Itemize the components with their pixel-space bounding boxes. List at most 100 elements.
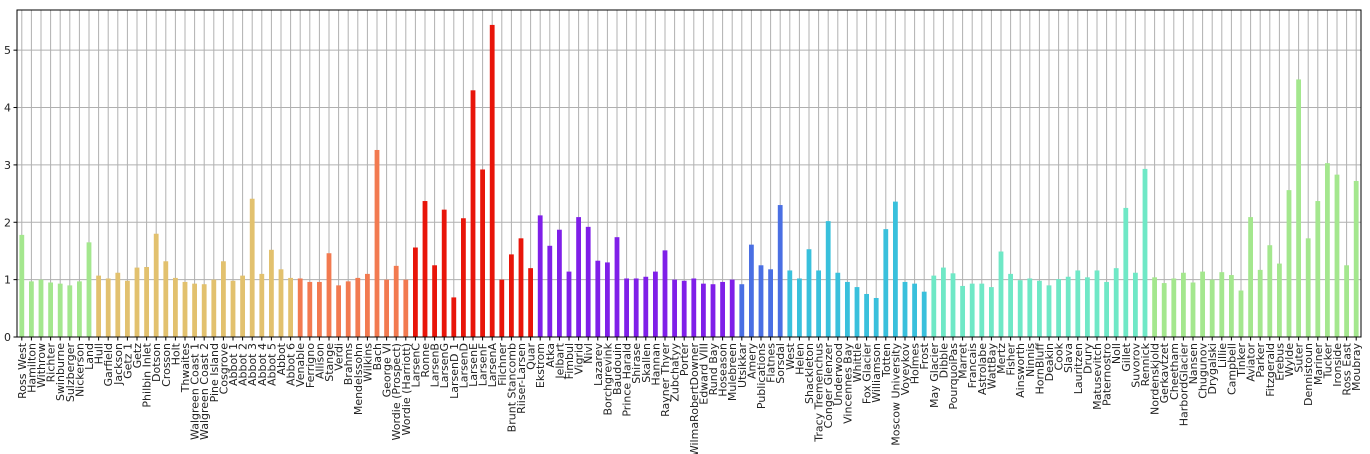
bar [1353, 180, 1359, 337]
x-tick-label: Cook [1053, 342, 1066, 370]
x-tick-label: Publications [755, 343, 768, 409]
bar [230, 280, 236, 337]
bar [806, 249, 812, 337]
x-tick-label: Getz 1 [121, 343, 134, 379]
bar [509, 254, 514, 337]
bar [125, 280, 130, 337]
bar [441, 209, 447, 337]
bar [614, 237, 620, 337]
bar [1315, 201, 1321, 337]
bar [1238, 290, 1244, 337]
x-tick-label: Nansen [1187, 343, 1200, 384]
x-tick-label: Mulebreen [726, 343, 739, 401]
bar [365, 273, 370, 337]
bar [633, 278, 639, 337]
x-tick-label: Astrolabe [976, 343, 989, 395]
bar [739, 284, 745, 337]
bar [1277, 263, 1282, 337]
x-tick-label: Gerkavtzet [1158, 342, 1171, 403]
bar [374, 149, 380, 337]
y-tick-label: 0 [4, 331, 11, 344]
x-tick-label: Nickerson [73, 343, 86, 397]
bar [96, 275, 101, 337]
bar [1286, 190, 1292, 337]
bar [1065, 276, 1071, 337]
x-axis-ticks: Ross WestHamiltonWithrowRichterSwinburne… [16, 337, 1363, 454]
x-tick-label: Abbot 5 [265, 343, 278, 386]
x-tick-label: Ferrigno [304, 343, 317, 388]
bar [624, 278, 629, 337]
x-tick-label: Fox Glacier [861, 343, 874, 405]
x-tick-label: WilmaRobertDowner [688, 343, 701, 454]
x-tick-label: Land [83, 343, 96, 370]
bar [701, 283, 706, 337]
bar [749, 244, 754, 337]
x-tick-label: Ninnis [1024, 343, 1037, 377]
bar [864, 293, 869, 337]
bar [1229, 275, 1234, 337]
x-tick-label: Swinburne [54, 343, 67, 401]
bar [1085, 277, 1090, 337]
x-tick-label: Conger Glenzer [822, 343, 835, 429]
x-tick-label: Hoseason [717, 343, 730, 397]
x-tick-label: HornBluff [1033, 343, 1046, 395]
bar [662, 250, 668, 337]
x-tick-label: Hamilton [25, 343, 38, 393]
bar [931, 275, 937, 337]
x-tick-label: Withrow [35, 343, 48, 388]
x-tick-label: Filchner [496, 343, 509, 386]
bar [240, 275, 245, 337]
x-tick-label: Utsikkar [736, 343, 749, 388]
bar [845, 281, 850, 337]
bar [489, 24, 495, 337]
x-tick-label: Drury [1081, 343, 1094, 374]
bar [77, 281, 82, 337]
x-tick-label: Aviator [1245, 343, 1258, 382]
bar [269, 249, 274, 337]
bar [1161, 283, 1167, 337]
bar [883, 229, 889, 337]
bar [1133, 272, 1138, 337]
x-tick-label: Prince Harald [621, 343, 634, 417]
x-tick-label: LarsenA [486, 343, 499, 388]
x-tick-label: Campbell [1225, 343, 1238, 395]
y-tick-label: 5 [4, 44, 11, 57]
bar [537, 215, 543, 337]
x-tick-label: WattBay [985, 343, 998, 390]
x-tick-label: Cosgrove [217, 343, 230, 395]
bar [1075, 270, 1081, 337]
bar [297, 278, 303, 337]
bars [19, 24, 1359, 338]
x-tick-label: Sorsdal [774, 343, 787, 384]
bar [921, 291, 927, 337]
x-tick-label: Mendelssohn [352, 343, 365, 415]
bar [105, 278, 111, 337]
x-tick-label: Paternostro [1101, 343, 1114, 406]
bar [461, 218, 466, 337]
x-tick-label: Walgreen Coast 1 [189, 343, 202, 440]
x-tick-label: Jackson [112, 343, 125, 386]
y-axis-ticks: 0 1 2 3 4 5 [4, 44, 17, 344]
bar [307, 281, 313, 337]
bar [729, 279, 735, 337]
x-tick-label: Erebus [1273, 343, 1286, 381]
x-tick-label: LarsenD [457, 343, 470, 388]
x-tick-label: Parker [1254, 343, 1267, 378]
bar [710, 284, 716, 337]
x-tick-label: Amery [745, 343, 758, 380]
bar [643, 276, 649, 337]
x-tick-label: West [784, 342, 797, 370]
x-tick-label: PourquoiPas [947, 343, 960, 410]
bar [115, 272, 121, 337]
bar [1056, 279, 1061, 337]
y-tick-label: 1 [4, 274, 11, 287]
bar [816, 270, 821, 337]
bar [1104, 281, 1109, 337]
x-tick-label: LarsenD 1 [448, 343, 461, 399]
x-tick-label: Rund Bay [707, 343, 720, 396]
x-tick-label: Brahms [342, 343, 355, 385]
bar [29, 281, 34, 337]
bar [1305, 238, 1311, 337]
x-tick-label: LarsenE [467, 343, 480, 387]
bar [470, 90, 476, 337]
